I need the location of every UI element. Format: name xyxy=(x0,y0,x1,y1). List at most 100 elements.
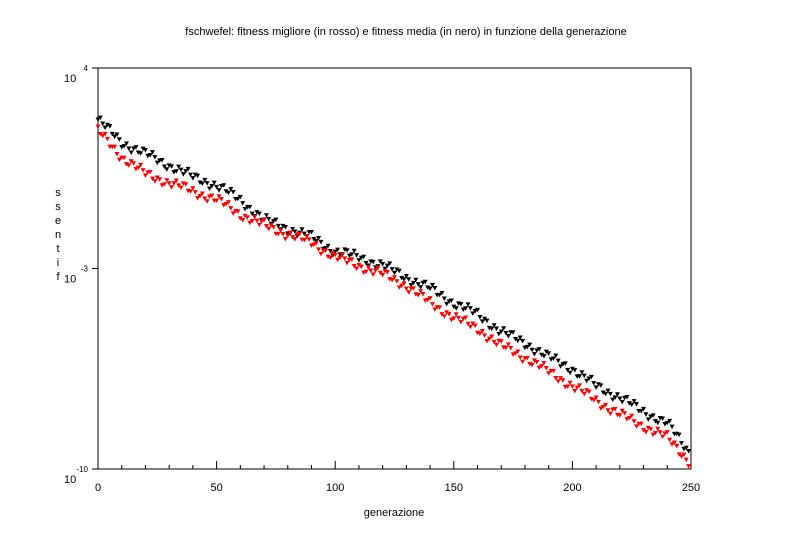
data-point xyxy=(178,167,184,173)
data-point xyxy=(116,157,122,163)
data-point xyxy=(235,196,241,202)
y-axis-label-letter: e xyxy=(55,215,61,227)
data-point xyxy=(662,431,668,436)
data-point xyxy=(254,210,260,215)
data-point xyxy=(446,312,452,317)
data-point xyxy=(614,392,620,397)
data-point xyxy=(486,336,492,342)
data-point xyxy=(171,181,177,186)
data-point xyxy=(503,330,509,336)
data-point xyxy=(256,222,262,228)
data-point xyxy=(335,257,341,263)
data-point xyxy=(342,256,348,261)
data-point xyxy=(498,329,504,334)
data-point xyxy=(432,286,438,291)
data-point xyxy=(562,361,568,366)
y-tick-label-exponent: -3 xyxy=(81,265,89,274)
data-point xyxy=(178,185,184,191)
data-point xyxy=(437,292,443,298)
data-point xyxy=(425,285,431,290)
data-point xyxy=(674,443,680,449)
y-tick-label-base: 10 xyxy=(64,474,76,486)
data-point xyxy=(631,399,637,404)
data-point xyxy=(550,368,556,374)
data-point xyxy=(292,237,298,242)
series-1 xyxy=(95,124,692,469)
data-point xyxy=(344,248,350,253)
data-point xyxy=(403,273,409,279)
data-point xyxy=(154,160,160,166)
data-point xyxy=(574,385,580,391)
data-point xyxy=(188,172,194,178)
data-point xyxy=(565,367,571,373)
data-point xyxy=(484,318,490,324)
data-point xyxy=(524,355,530,361)
data-point xyxy=(368,268,374,273)
data-point xyxy=(240,218,246,223)
data-point xyxy=(114,151,120,157)
data-point xyxy=(503,345,509,351)
data-point xyxy=(199,191,205,196)
data-point xyxy=(536,365,542,371)
data-point xyxy=(520,338,526,344)
data-point xyxy=(394,267,400,273)
data-point xyxy=(169,185,175,190)
data-point xyxy=(365,265,371,270)
data-point xyxy=(477,331,483,337)
data-point xyxy=(406,277,412,282)
data-point xyxy=(399,275,405,281)
data-point xyxy=(664,430,670,435)
data-point xyxy=(550,356,556,362)
data-point xyxy=(97,131,103,137)
data-point xyxy=(536,347,542,352)
data-point xyxy=(657,430,663,435)
data-point xyxy=(351,263,357,269)
data-point xyxy=(420,292,426,297)
data-point xyxy=(441,296,447,302)
data-point xyxy=(586,376,592,382)
data-point xyxy=(553,353,559,359)
data-point xyxy=(541,354,547,359)
data-point xyxy=(631,419,637,424)
data-point xyxy=(458,302,464,307)
data-point xyxy=(349,257,355,262)
data-point xyxy=(304,234,310,239)
data-point xyxy=(356,258,362,263)
y-tick-label-exponent: -10 xyxy=(76,465,88,474)
data-point xyxy=(679,441,685,446)
data-point xyxy=(531,352,537,357)
data-point xyxy=(517,335,523,341)
y-axis-label-letter: i xyxy=(57,257,59,269)
data-point xyxy=(643,412,649,417)
data-point xyxy=(242,207,248,212)
data-point xyxy=(437,305,443,310)
data-point xyxy=(337,255,343,261)
data-point xyxy=(410,286,416,291)
data-point xyxy=(382,266,388,272)
data-point xyxy=(581,373,587,379)
data-point xyxy=(539,364,545,369)
data-point xyxy=(460,316,466,322)
data-point xyxy=(266,226,272,232)
data-point xyxy=(142,173,148,178)
data-point xyxy=(626,401,632,406)
data-point xyxy=(308,230,314,235)
data-point xyxy=(382,269,388,274)
data-point xyxy=(173,178,179,183)
data-point xyxy=(643,430,649,435)
data-point xyxy=(558,364,564,369)
data-point xyxy=(669,424,675,430)
data-point xyxy=(154,175,160,180)
data-point xyxy=(453,306,459,311)
data-point xyxy=(104,122,110,128)
data-point xyxy=(588,374,594,380)
data-point xyxy=(214,184,220,190)
data-point xyxy=(491,323,497,328)
data-point xyxy=(603,391,609,397)
data-point xyxy=(256,211,262,217)
data-point xyxy=(263,224,269,229)
data-point xyxy=(216,194,222,199)
data-point xyxy=(660,416,666,422)
data-point xyxy=(572,388,578,394)
data-point xyxy=(121,155,127,161)
